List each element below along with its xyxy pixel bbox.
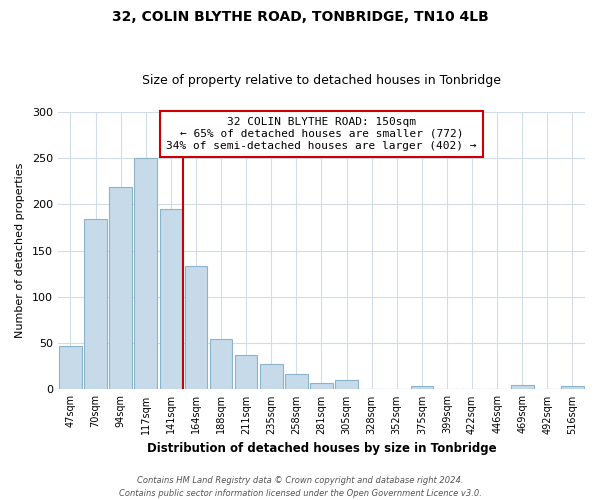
Bar — [260, 364, 283, 390]
Text: Contains HM Land Registry data © Crown copyright and database right 2024.
Contai: Contains HM Land Registry data © Crown c… — [119, 476, 481, 498]
Y-axis label: Number of detached properties: Number of detached properties — [15, 163, 25, 338]
Bar — [59, 346, 82, 390]
Bar — [335, 380, 358, 390]
Bar — [109, 186, 132, 390]
Bar — [210, 338, 232, 390]
Text: 32 COLIN BLYTHE ROAD: 150sqm
← 65% of detached houses are smaller (772)
34% of s: 32 COLIN BLYTHE ROAD: 150sqm ← 65% of de… — [166, 118, 477, 150]
Bar — [235, 355, 257, 390]
Bar — [285, 374, 308, 390]
Bar — [410, 386, 433, 390]
Bar — [134, 158, 157, 390]
Title: Size of property relative to detached houses in Tonbridge: Size of property relative to detached ho… — [142, 74, 501, 87]
Bar — [160, 209, 182, 390]
Bar — [185, 266, 207, 390]
Text: 32, COLIN BLYTHE ROAD, TONBRIDGE, TN10 4LB: 32, COLIN BLYTHE ROAD, TONBRIDGE, TN10 4… — [112, 10, 488, 24]
Bar — [310, 383, 333, 390]
X-axis label: Distribution of detached houses by size in Tonbridge: Distribution of detached houses by size … — [146, 442, 496, 455]
Bar — [84, 219, 107, 390]
Bar — [561, 386, 584, 390]
Bar — [511, 385, 533, 390]
